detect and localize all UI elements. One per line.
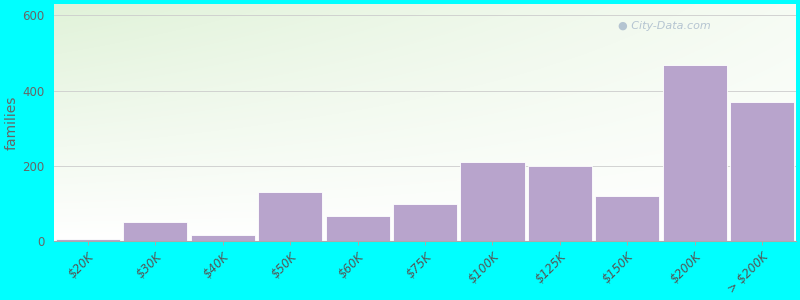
Bar xyxy=(595,196,659,241)
Bar xyxy=(393,204,457,241)
Bar xyxy=(528,166,592,241)
Y-axis label: families: families xyxy=(4,95,18,150)
Bar xyxy=(326,216,390,241)
Bar xyxy=(730,102,794,241)
Bar xyxy=(258,192,322,241)
Bar xyxy=(123,222,187,241)
Bar xyxy=(662,65,726,241)
Bar xyxy=(191,235,255,241)
Bar xyxy=(56,239,120,241)
Bar xyxy=(461,162,525,241)
Text: ● City-Data.com: ● City-Data.com xyxy=(618,21,710,31)
